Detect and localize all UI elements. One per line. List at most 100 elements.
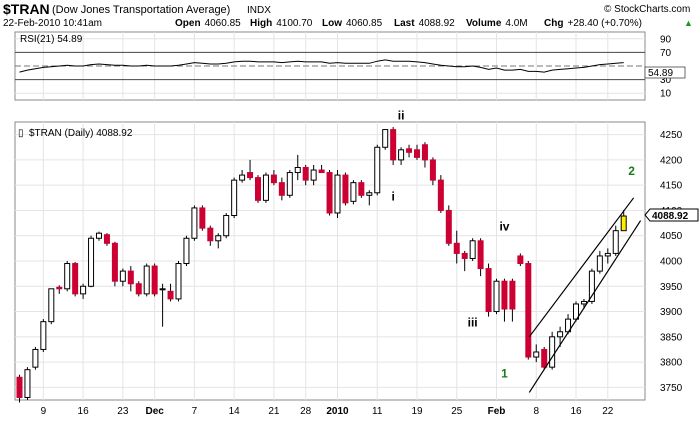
candle-body: [342, 174, 349, 204]
candle: [406, 144, 413, 158]
price-current-tag: 4088.92: [644, 208, 699, 222]
candle: [32, 346, 39, 370]
date-time: 22-Feb-2010 10:41am: [3, 18, 102, 29]
quote-line: Open 4060.85 High 4100.70 Low 4060.85 Last 4…: [175, 18, 693, 29]
last-label: Last: [394, 18, 415, 29]
price-tick-label: 4000: [660, 257, 683, 268]
price-tick-label: 3900: [660, 307, 683, 318]
candle-body: [366, 192, 373, 196]
candle-body: [310, 169, 317, 181]
candle-body: [159, 288, 166, 291]
exchange-label: INDX: [247, 5, 271, 16]
candle: [255, 175, 261, 203]
price-tick-label: 4150: [660, 181, 683, 192]
svg-text:Chg+28.40 (+0.70%): Chg +28.40 (+0.70%): [544, 18, 642, 29]
candle: [366, 190, 373, 206]
x-axis: 9 16 23 Dec 7 14 21 28 2010 11 19 25 Feb 8 16 22: [41, 406, 614, 417]
candle-body: [334, 174, 341, 214]
x-tick-label: 23: [117, 406, 129, 417]
candle-body: [596, 255, 603, 272]
x-tick-label: 14: [229, 406, 241, 417]
candle: [421, 142, 428, 168]
candle-body: [382, 129, 389, 148]
candle-body: [40, 321, 47, 350]
candle: [517, 253, 524, 267]
candle-body: [96, 232, 102, 239]
x-tick-label: 16: [78, 406, 90, 417]
candle-body: [398, 149, 405, 161]
candle-body: [175, 263, 182, 300]
candle: [453, 230, 460, 264]
chg-value: +28.40 (+0.70%): [567, 18, 642, 29]
candle: [437, 175, 444, 213]
candle: [191, 205, 198, 241]
candle-body: [421, 144, 428, 161]
x-tick-label: 8: [533, 406, 539, 417]
candle: [358, 180, 365, 198]
wave-label: 1: [501, 366, 508, 380]
candle: [270, 170, 277, 186]
candle: [469, 238, 476, 261]
high-value: 4100.70: [276, 18, 313, 29]
x-tick-label: 16: [570, 406, 582, 417]
candle-body: [48, 288, 55, 323]
candle: [461, 250, 468, 272]
candle-body: [255, 177, 261, 201]
candle-body: [64, 263, 71, 290]
chg-label: Chg: [544, 18, 563, 29]
candle: [40, 319, 47, 352]
candle: [302, 164, 309, 186]
candle: [604, 248, 611, 264]
x-tick-label: 19: [411, 406, 423, 417]
candle: [135, 281, 142, 297]
candle: [64, 261, 71, 292]
candle: [541, 346, 548, 370]
candle: [223, 212, 230, 239]
copyright-label: © StockCharts.com: [604, 4, 690, 15]
candle-body: [135, 283, 142, 295]
up-arrow-icon: ▲: [684, 18, 693, 28]
candle: [183, 235, 190, 267]
wave-label: i: [391, 189, 394, 203]
x-tick-label: 28: [300, 406, 312, 417]
candle: [262, 172, 269, 203]
candle: [485, 263, 492, 317]
candle: [294, 154, 301, 181]
candle-body: [406, 148, 413, 153]
candle: [167, 283, 174, 302]
candle-body: [612, 230, 619, 254]
candle: [509, 278, 516, 322]
candle-body: [326, 172, 333, 214]
candle: [342, 172, 349, 206]
candle-body: [72, 263, 79, 295]
candle-body: [16, 376, 23, 398]
high-label: High: [250, 18, 272, 29]
x-tick-label: 2010: [326, 406, 349, 417]
candle-body: [56, 286, 63, 290]
candle-body: [183, 237, 190, 265]
candle: [326, 170, 333, 216]
wave-label: 2: [628, 164, 635, 178]
open-label: Open: [175, 18, 201, 29]
candle-body: [127, 270, 134, 285]
candle-body: [580, 300, 587, 305]
rsi-panel: RSI(21) 54.89 90 70 30 10 54.89: [14, 31, 686, 101]
candle: [88, 235, 95, 288]
price-tick-label: 3800: [660, 358, 683, 369]
candle-body: [191, 207, 198, 239]
candle: [111, 241, 118, 287]
candle-body: [549, 336, 556, 368]
candle-body: [533, 351, 540, 358]
candle: [588, 268, 595, 304]
candle-body: [588, 270, 595, 302]
candle-body: [493, 280, 500, 313]
candle: [445, 205, 452, 246]
candle-body: [445, 209, 452, 244]
candle: [247, 159, 254, 181]
price-tick-label: 3750: [660, 383, 683, 394]
price-tick-label: 4050: [660, 231, 683, 242]
price-tick-label: 3950: [660, 282, 683, 293]
